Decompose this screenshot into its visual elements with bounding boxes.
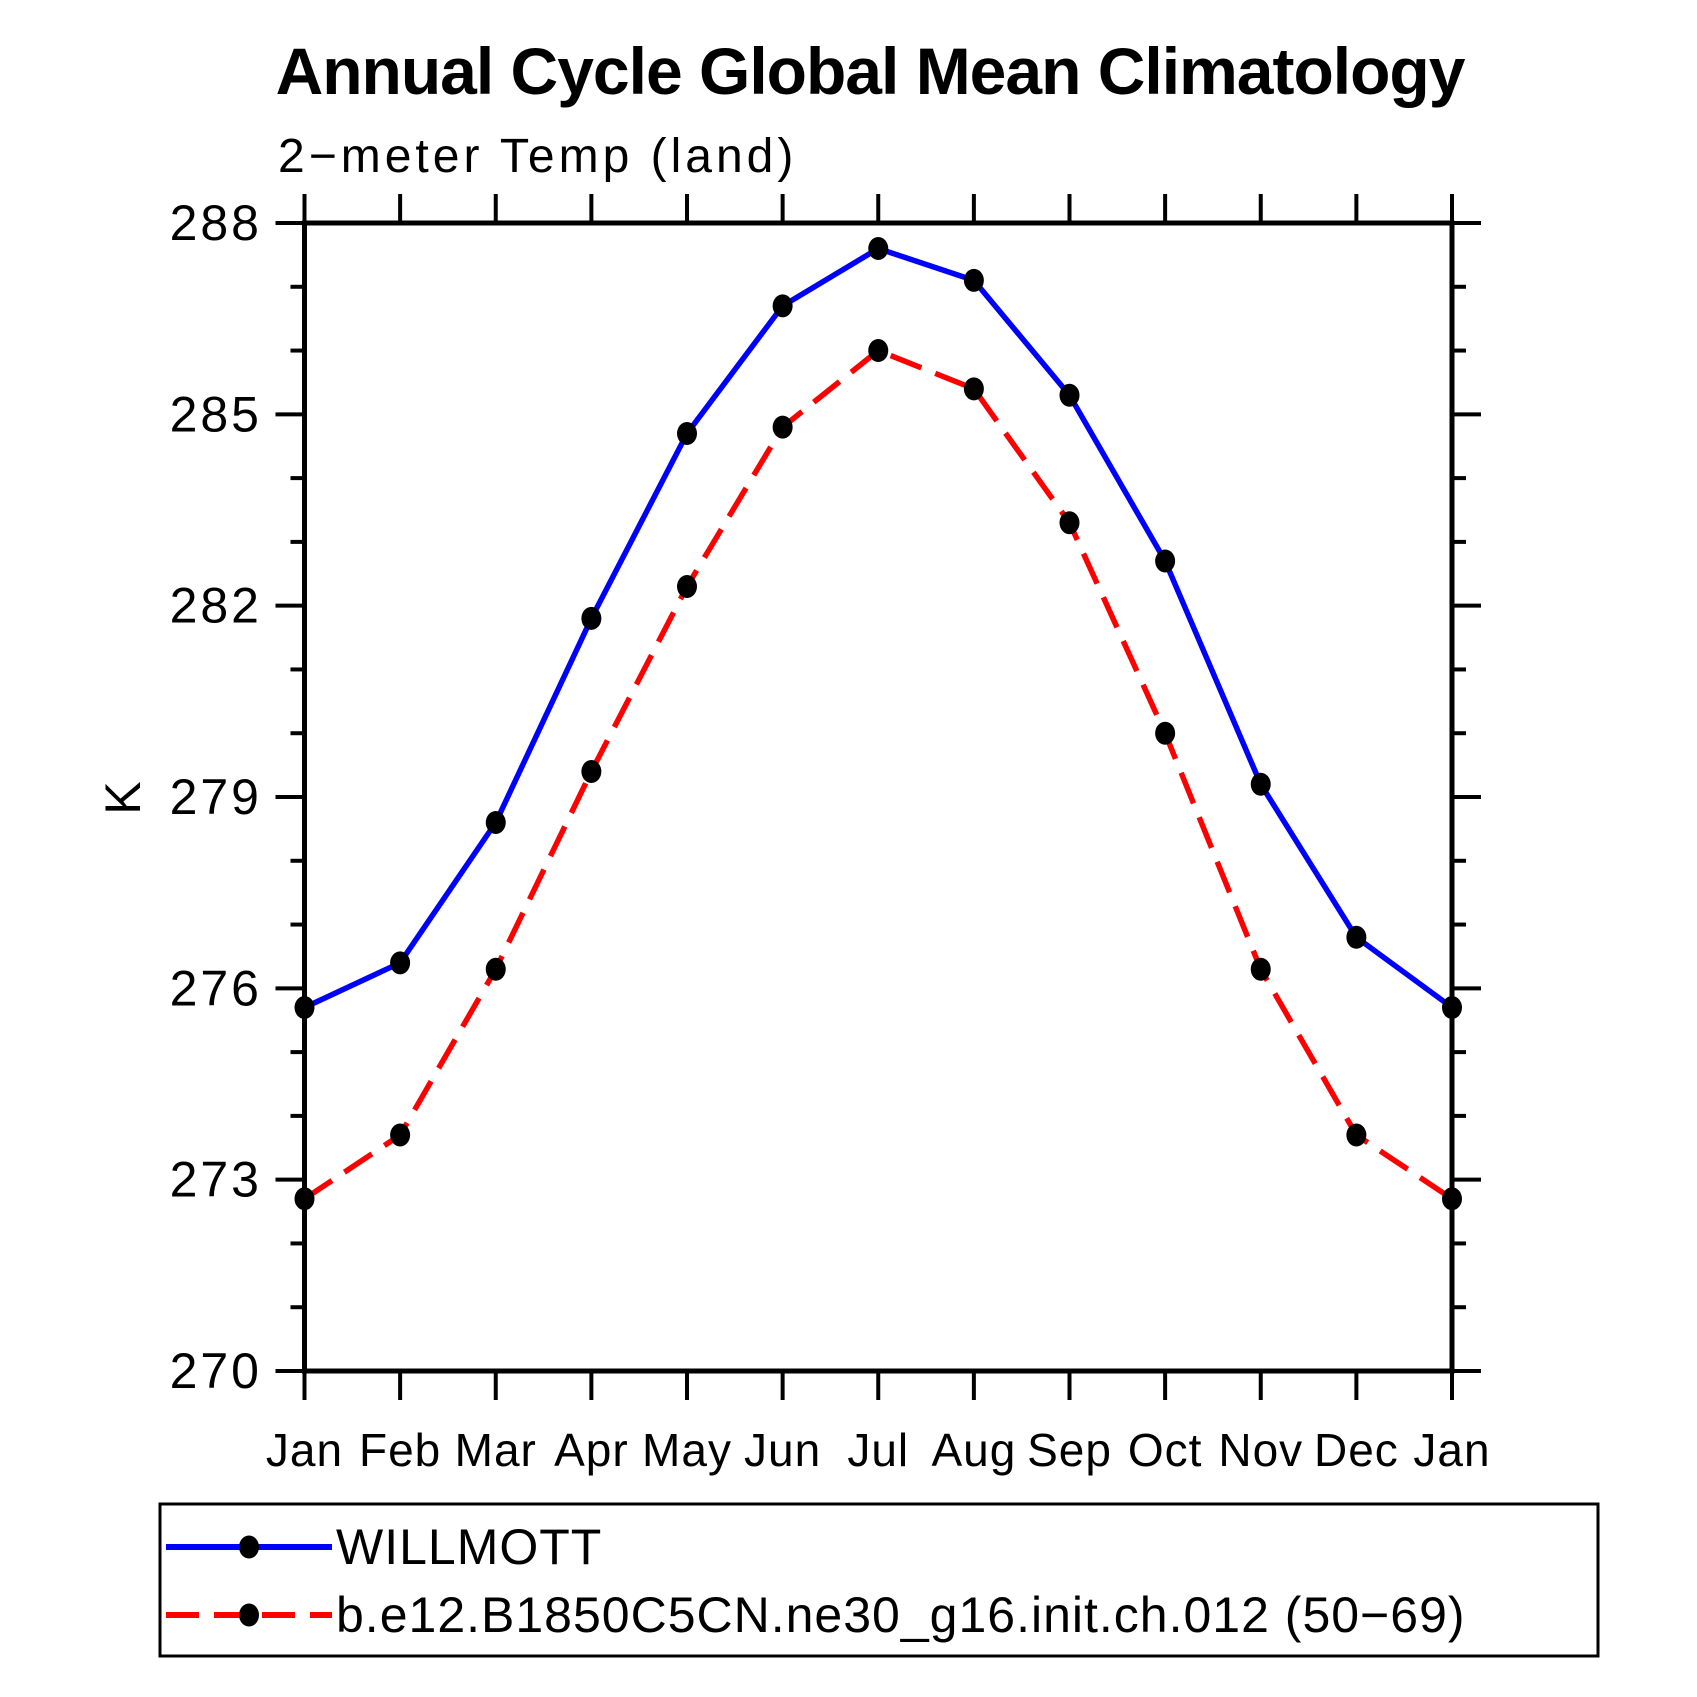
x-tick-label: Mar bbox=[455, 1424, 537, 1476]
data-point-marker bbox=[1442, 1187, 1462, 1211]
data-point-marker bbox=[485, 811, 506, 835]
data-point-marker bbox=[390, 1123, 411, 1147]
data-point-marker bbox=[677, 421, 697, 445]
x-tick-label: Jul bbox=[847, 1424, 909, 1476]
data-point-marker bbox=[1346, 1123, 1367, 1147]
legend-entry: WILLMOTT bbox=[166, 1519, 602, 1575]
y-tick-label: 285 bbox=[170, 386, 262, 442]
data-point-marker bbox=[1442, 995, 1462, 1019]
legend-marker bbox=[239, 1603, 259, 1627]
data-point-marker bbox=[1059, 511, 1080, 535]
data-point-marker bbox=[1155, 549, 1176, 573]
data-point-marker bbox=[963, 268, 984, 292]
data-point-marker bbox=[1155, 721, 1176, 745]
plot-border bbox=[302, 220, 1455, 1374]
x-tick-labels: Jan Feb Mar Apr May Jun Jul Aug Sep Oct Nov Dec Jan bbox=[266, 1424, 1490, 1476]
axes bbox=[275, 194, 1481, 1400]
y-tick-label: 279 bbox=[170, 769, 262, 825]
x-tick-label: May bbox=[642, 1424, 732, 1476]
legend-box bbox=[158, 1502, 1600, 1658]
data-point-marker bbox=[294, 1187, 315, 1211]
x-tick-label: Nov bbox=[1218, 1424, 1303, 1476]
legend: WILLMOTT b.e12.B1850C5CN.ne30_g16.init.ch… bbox=[158, 1502, 1600, 1658]
y-tick-label: 270 bbox=[170, 1343, 262, 1399]
x-tick-label: Apr bbox=[554, 1424, 629, 1476]
data-point-marker bbox=[1059, 383, 1080, 407]
x-tick-label: Oct bbox=[1128, 1424, 1203, 1476]
x-tick-label: Jan bbox=[266, 1424, 343, 1476]
y-tick-label: 276 bbox=[170, 960, 262, 1016]
data-point-marker bbox=[772, 415, 793, 439]
series-line-1 bbox=[302, 347, 1454, 1202]
data-point-marker bbox=[677, 575, 697, 599]
y-tick-label: 273 bbox=[170, 1152, 262, 1208]
data-point-marker bbox=[1250, 957, 1271, 981]
data-point-marker bbox=[581, 606, 602, 630]
data-point-marker bbox=[581, 759, 602, 783]
data-point-marker bbox=[868, 237, 889, 261]
y-tick-label: 288 bbox=[170, 195, 262, 251]
series-line-0 bbox=[303, 245, 1454, 1010]
data-point-marker bbox=[1250, 772, 1271, 796]
x-tick-label: Feb bbox=[359, 1424, 441, 1476]
y-tick-label: 282 bbox=[170, 578, 262, 634]
data-point-marker bbox=[772, 294, 793, 318]
x-tick-label: Jan bbox=[1413, 1424, 1490, 1476]
series-lines bbox=[294, 237, 1462, 1211]
data-point-marker bbox=[485, 957, 506, 981]
data-point-marker bbox=[963, 377, 984, 401]
legend-label: WILLMOTT bbox=[336, 1519, 602, 1575]
x-tick-label: Dec bbox=[1314, 1424, 1399, 1476]
data-point-marker bbox=[868, 339, 889, 363]
legend-entry: b.e12.B1850C5CN.ne30_g16.init.ch.012 (50… bbox=[166, 1587, 1466, 1643]
y-tick-labels: 270 273 276 279 282 285 288 bbox=[170, 195, 262, 1399]
chart-title: Annual Cycle Global Mean Climatology bbox=[276, 34, 1466, 108]
chart-subtitle: 2−meter Temp (land) bbox=[278, 130, 797, 183]
data-point-marker bbox=[294, 995, 315, 1019]
x-tick-label: Sep bbox=[1027, 1424, 1112, 1476]
x-tick-label: Aug bbox=[931, 1424, 1016, 1476]
x-tick-label: Jun bbox=[744, 1424, 821, 1476]
legend-label: b.e12.B1850C5CN.ne30_g16.init.ch.012 (50… bbox=[336, 1587, 1466, 1643]
data-point-marker bbox=[1346, 925, 1367, 949]
y-axis-label: K bbox=[95, 779, 151, 814]
data-point-marker bbox=[390, 951, 411, 975]
legend-marker bbox=[239, 1535, 259, 1559]
